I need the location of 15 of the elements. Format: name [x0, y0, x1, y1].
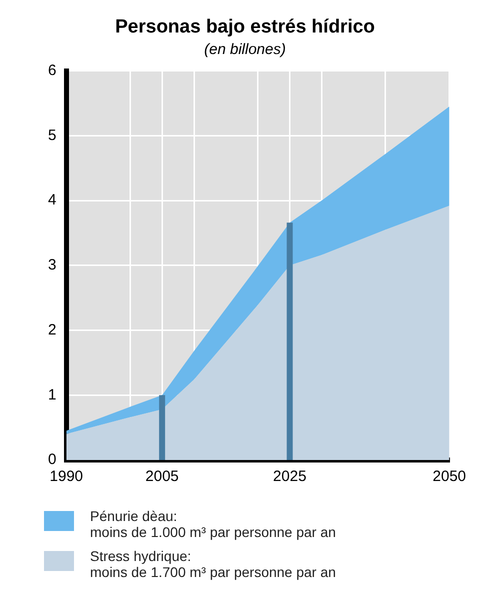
y-tick-label: 3 [48, 256, 56, 274]
y-tick-label: 6 [48, 62, 56, 79]
legend-label: Stress hydrique: moins de 1.700 m³ par personne par an [90, 548, 336, 580]
x-tick-label: 2005 [145, 468, 179, 486]
chart-subtitle: (en billones) [204, 40, 286, 58]
x-tick-label: 2050 [432, 468, 466, 486]
y-tick-label: 4 [48, 192, 56, 209]
y-tick-label: 5 [48, 126, 56, 144]
legend-label: Pénurie dèau: moins de 1.000 m³ par personne par an [90, 508, 336, 540]
y-tick-label: 1 [48, 386, 56, 404]
x-tick-label: 2025 [273, 468, 306, 486]
y-tick-label: 2 [48, 321, 56, 338]
x-tick-label: 1990 [50, 468, 84, 486]
chart-title: Personas bajo estrés hídrico [115, 16, 375, 38]
y-tick-label: 0 [48, 451, 56, 468]
